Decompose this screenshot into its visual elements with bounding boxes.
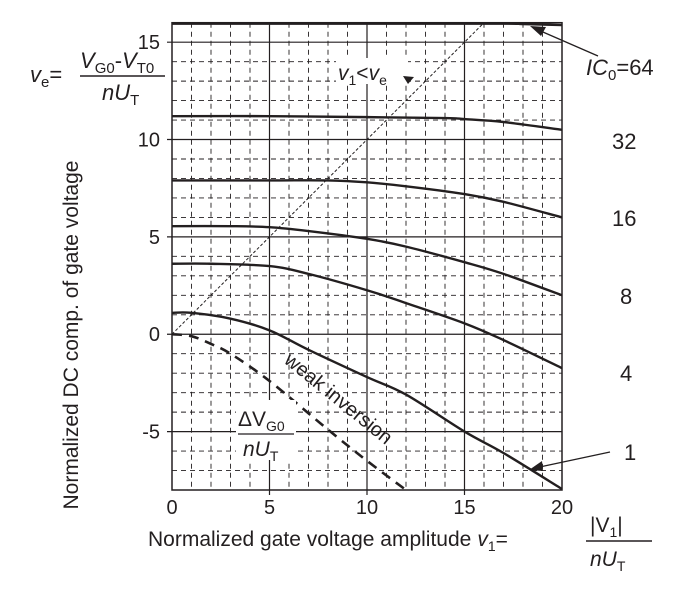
series-line-8: [171, 224, 563, 297]
label-32: 32: [612, 129, 636, 154]
delta-vg0-annotation: ΔVG0 nUT: [236, 400, 296, 464]
svg-text:|V1|: |V1|: [590, 514, 623, 540]
label-16: 16: [612, 206, 636, 231]
x-tick-label: 15: [453, 497, 475, 519]
svg-text:v1<ve: v1<ve: [338, 62, 387, 88]
y-tick-label: 0: [149, 324, 160, 346]
series-line-16: [171, 179, 563, 219]
y-tick-label: 10: [138, 130, 160, 152]
x-tick-label: 0: [166, 497, 177, 519]
diagonal-line: [171, 22, 485, 335]
x-tick-label: 5: [264, 497, 275, 519]
svg-text:nUT: nUT: [590, 548, 626, 574]
grid: [167, 22, 562, 495]
svg-text:VG0-VT0: VG0-VT0: [80, 48, 154, 77]
label-4: 4: [620, 361, 632, 386]
tick-labels: 0 5 10 15 20 -5 0 5 10 15: [138, 32, 573, 519]
y-axis-label: Normalized DC comp. of gate voltage: [60, 161, 83, 510]
series-labels: IC0=64 32 16 8 4 1: [529, 26, 654, 471]
x-tick-label: 20: [551, 497, 573, 519]
ve-formula: ve= VG0-VT0 nUT: [30, 48, 165, 109]
x-tick-label: 10: [356, 497, 378, 519]
label-8: 8: [620, 284, 632, 309]
series-line-1: [171, 311, 563, 491]
plot-frame: [171, 21, 563, 491]
y-tick-label: 5: [149, 227, 160, 249]
weak-inversion-curve: [171, 332, 407, 492]
series-line-32: [171, 114, 563, 131]
curves: [171, 22, 563, 492]
label-ic64: IC0=64: [586, 55, 654, 84]
svg-text:ve=: ve=: [30, 62, 62, 91]
series-line-IC0=64: [171, 22, 563, 27]
x-axis-label: Normalized gate voltage amplitude v1= |V1…: [148, 514, 652, 574]
svg-text:nUT: nUT: [102, 80, 139, 109]
svg-text:nUT: nUT: [243, 438, 279, 464]
y-tick-label: 15: [138, 32, 160, 54]
svg-text:Normalized gate voltage amplit: Normalized gate voltage amplitude v1=: [148, 528, 508, 554]
y-tick-label: -5: [142, 422, 160, 444]
v1-lt-ve-annotation: v1<ve: [336, 58, 414, 88]
series-line-4: [171, 262, 563, 370]
svg-text:ΔVG0: ΔVG0: [238, 408, 285, 434]
label-1: 1: [624, 440, 636, 465]
